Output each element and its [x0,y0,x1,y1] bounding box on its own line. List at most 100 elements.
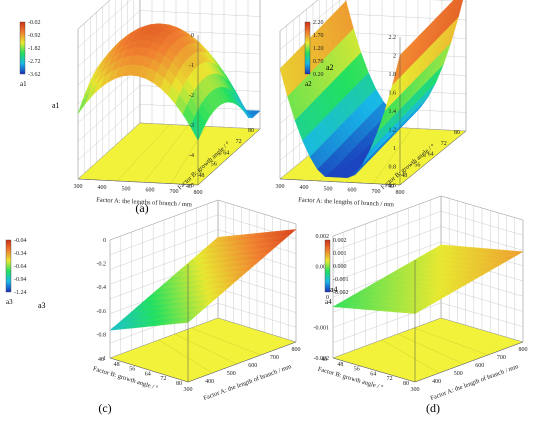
grid-line [77,104,141,161]
y-tick-label: 40 [186,184,192,190]
grid-line [217,199,297,225]
panel-b-surface [279,0,464,179]
colorbar-tick: -1.82 [28,46,41,52]
colorbar-tick: -0.64 [14,264,27,270]
z-tick-label: 1.6 [389,91,397,97]
x-axis-title: Factor A: the lengths of branch / mm [96,197,192,209]
y-tick-label: 80 [454,130,460,136]
colorbar-label: a3 [6,298,13,306]
panel-a-box [77,35,261,186]
grid-line [440,302,524,327]
colorbar-tick: 0.70 [313,59,324,65]
contour-line [143,125,189,183]
surface-patch [182,316,196,324]
y-tick-label: 56 [354,367,360,373]
y-tick-label: 80 [176,381,182,387]
y-tick-label: 40 [98,357,104,363]
grid-line [77,0,111,30]
colorbar-tick: 0.000 [333,264,347,270]
grid-line [332,302,442,343]
y-tick-label: 72 [236,139,242,145]
grid-line [440,195,524,221]
z-tick-label: -1 [189,63,194,69]
y-tick-label: 40 [388,184,394,190]
x-tick-label: 500 [227,371,236,377]
grid-line [440,226,524,251]
grid-line [332,226,442,267]
colorbar-tick: -3.62 [28,72,41,78]
surface-patch [409,309,423,314]
z-axis-title: a3 [38,301,46,310]
grid-line [332,195,442,237]
x-tick-label: 600 [146,188,155,194]
grid-line [77,10,141,67]
x-tick-label: 700 [270,355,279,361]
x-tick-label: 600 [348,188,357,194]
colorbar-gradient [19,21,26,75]
y-tick-label: 72 [160,376,166,382]
contour-line [397,333,464,365]
z-tick-label: -5 [189,183,194,189]
surface-patch [190,117,203,141]
colorbar-tick: -0.02 [28,20,41,26]
grid-line [440,211,524,236]
panel-c-surface [109,229,297,331]
x-axis-title: Factor A: the lengths of branch / mm [298,197,394,209]
colorbar-tick: 0.002 [333,238,347,244]
z-tick-label: 1 [393,146,396,152]
panel-b-box [279,37,467,186]
axis-line [77,178,199,186]
z-tick-label: 1.8 [389,72,397,78]
z-tick-label: 1.4 [389,109,397,115]
x-tick-label: 400 [98,185,107,191]
y-tick-label: 56 [414,162,420,168]
colorbar-tick: -0.94 [14,277,27,283]
colorbar-tick: 1.70 [313,33,324,39]
colorbar-tick: 2.20 [313,20,324,26]
grid-line [77,85,141,142]
y-tick-label: 48 [114,362,120,368]
x-tick-label: 300 [184,387,193,393]
z-tick-label: 0 [326,295,329,301]
contour-line [158,339,213,374]
y-tick-label: 72 [387,376,393,382]
z-tick-label: 2.2 [389,35,397,41]
panel-label: (d) [426,401,440,415]
colorbar-label: a4 [325,298,332,306]
grid-line [139,10,261,17]
grid-line [217,288,297,313]
z-tick-label: -0.001 [314,326,330,332]
y-tick-label: 64 [370,371,376,377]
colorbar-tick: -0.002 [333,290,349,296]
z-tick-label: 0.002 [316,234,330,240]
x-tick-label: 500 [324,186,333,192]
x-tick-label: 700 [372,189,381,195]
surface-patch [392,50,405,86]
grid-line [332,211,442,252]
panel-d: 0.002 0.001 0 -0.001 -0.002 300 400 500 600 700 80… [314,195,528,415]
grid-line [109,244,219,285]
z-axis-title: a4 [330,285,338,294]
y-tick-label: 64 [223,150,229,156]
x-tick-label: 400 [205,379,214,385]
z-tick-label: -0.4 [97,285,107,291]
colorbar-label: a2 [305,80,312,88]
y-tick-label: 80 [403,381,409,387]
y-tick-label: 64 [145,371,151,377]
z-tick-label: -4 [189,153,194,159]
panel-label: (a) [135,201,148,215]
x-tick-label: 400 [432,379,441,385]
colorbar-tick: -0.04 [14,238,27,244]
z-tick-label: 0 [103,238,106,244]
panel-label: (c) [98,401,111,415]
x-tick-label: 800 [396,190,405,196]
colorbar-tick: -1.24 [14,290,27,296]
z-tick-label: 0.001 [316,265,330,271]
contour-line [116,124,171,182]
colorbar-tick: -0.34 [14,251,27,257]
contour-line [174,333,237,365]
z-tick-label: -0.2 [97,262,107,268]
